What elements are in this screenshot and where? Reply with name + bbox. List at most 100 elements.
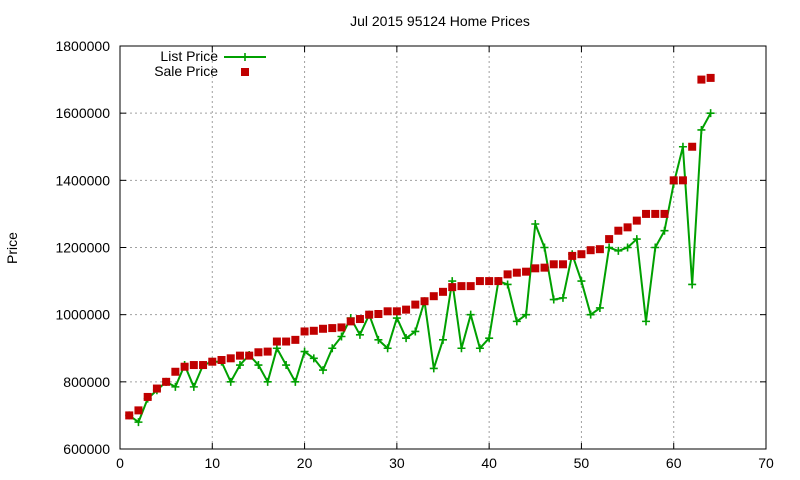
sale-price-point: [669, 176, 678, 185]
list-price-point: [134, 418, 143, 427]
list-price-point: [189, 382, 198, 391]
list-price-point: [319, 366, 328, 375]
sale-price-point: [568, 251, 577, 260]
list-price-point: [660, 226, 669, 235]
sale-price-point: [235, 351, 244, 360]
sale-price-point: [180, 362, 189, 371]
y-tick-label: 600000: [63, 441, 110, 457]
axes: [119, 45, 767, 450]
x-tick-label: 40: [481, 455, 497, 471]
sale-price-point: [272, 337, 281, 346]
list-price-point: [411, 327, 420, 336]
legend-label-sale-price: Sale Price: [154, 63, 218, 79]
sale-price-point: [226, 354, 235, 363]
sale-price-point: [632, 216, 641, 225]
sale-price-point: [319, 324, 328, 333]
sale-price-point: [402, 305, 411, 314]
list-price-point: [706, 109, 715, 118]
sale-price-point: [503, 270, 512, 279]
sale-price-point: [337, 323, 346, 332]
sale-price-point: [355, 315, 364, 324]
sale-price-point: [125, 411, 134, 420]
tick-labels: 0 10 20 30 40 50 60 70 600000 800000 1000000 120000…: [55, 38, 774, 471]
y-tick-label: 1800000: [55, 38, 110, 54]
y-tick-label: 1600000: [55, 105, 110, 121]
sale-price-point: [706, 73, 715, 82]
sale-price-point: [309, 326, 318, 335]
list-price-point: [291, 377, 300, 386]
sale-price-point: [291, 335, 300, 344]
sale-price-point: [466, 282, 475, 291]
sale-price-point: [614, 226, 623, 235]
series: [125, 73, 715, 427]
legend: List Price Sale Price: [154, 48, 266, 79]
sale-price-point: [143, 392, 152, 401]
sale-price-point: [522, 267, 531, 276]
list-price-point: [678, 142, 687, 151]
x-tick-label: 70: [758, 455, 774, 471]
list-price-point: [235, 361, 244, 370]
sale-price-point: [605, 235, 614, 244]
legend-label-list-price: List Price: [160, 48, 218, 64]
list-price-point: [623, 243, 632, 252]
sale-price-point: [457, 282, 466, 291]
list-price-point: [512, 317, 521, 326]
sale-price-point: [439, 287, 447, 296]
sale-price-point: [346, 317, 355, 326]
x-tick-label: 50: [574, 455, 590, 471]
sale-price-point: [623, 223, 632, 232]
list-price-point: [688, 280, 697, 289]
sale-price-point: [365, 310, 374, 319]
list-price-point: [263, 377, 272, 386]
list-price-point: [383, 344, 392, 353]
legend-marker-list-price: [241, 53, 249, 61]
list-price-point: [595, 303, 604, 312]
sale-price-point: [642, 209, 651, 218]
sale-price-point: [282, 337, 291, 346]
x-tick-label: 20: [297, 455, 313, 471]
list-price-line: [128, 112, 712, 424]
grid: [120, 46, 766, 449]
list-price-point: [328, 344, 337, 353]
sale-price-point: [512, 268, 521, 277]
list-price-point: [466, 310, 475, 319]
sale-price-point: [688, 142, 697, 151]
sale-price-point: [199, 361, 208, 370]
sale-price-point: [429, 292, 438, 301]
list-price-point: [642, 317, 651, 326]
list-price-point: [439, 335, 447, 344]
sale-price-point: [660, 209, 669, 218]
sale-price-point: [651, 209, 660, 218]
sale-price-point: [328, 324, 337, 333]
sale-price-point: [171, 367, 180, 376]
chart-title: Jul 2015 95124 Home Prices: [350, 13, 530, 29]
list-price-point: [171, 382, 180, 391]
list-price-point: [540, 243, 549, 252]
list-price-point: [337, 332, 346, 341]
list-price-point: [254, 361, 263, 370]
sale-price-point: [558, 260, 567, 269]
list-price-point: [429, 364, 438, 373]
sale-price-point: [448, 283, 457, 292]
sale-price-point: [162, 377, 171, 386]
sale-price-point: [383, 307, 392, 316]
x-tick-label: 0: [116, 455, 124, 471]
list-price-point: [475, 344, 484, 353]
sale-price-point: [549, 260, 558, 269]
sale-price-point: [577, 250, 586, 259]
list-price-point: [503, 280, 512, 289]
sale-price-series: [125, 73, 715, 420]
list-price-point: [549, 295, 558, 304]
sale-price-point: [217, 356, 226, 365]
list-price-point: [374, 335, 383, 344]
sale-price-point: [494, 277, 503, 286]
list-price-point: [402, 334, 411, 343]
y-tick-label: 1200000: [55, 240, 110, 256]
sale-price-point: [595, 245, 604, 254]
list-price-point: [522, 310, 531, 319]
sale-price-point: [374, 309, 383, 318]
sale-price-point: [245, 351, 254, 360]
sale-price-point: [411, 300, 420, 309]
sale-price-point: [300, 327, 309, 336]
sale-price-point: [152, 384, 161, 393]
